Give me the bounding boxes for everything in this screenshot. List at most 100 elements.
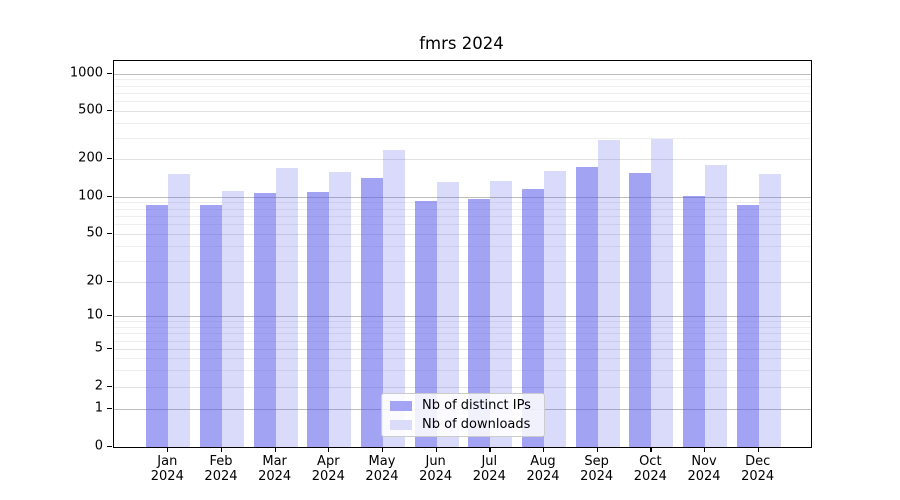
legend-item-distinct-ips: Nb of distinct IPs bbox=[390, 398, 536, 413]
y-tick-mark-5 bbox=[107, 348, 112, 350]
bar-distinct-ips-apr bbox=[307, 192, 330, 447]
gridline-80 bbox=[114, 208, 811, 210]
x-tick-label-jun: Jun 2024 bbox=[419, 454, 453, 485]
gridline-100 bbox=[114, 196, 811, 198]
bar-distinct-ips-jan bbox=[146, 204, 169, 447]
bar-distinct-ips-may bbox=[360, 178, 383, 447]
bar-downloads-jul bbox=[490, 180, 513, 447]
y-tick-label-10: 10 bbox=[86, 307, 103, 323]
x-tick-mark-dec bbox=[757, 447, 759, 452]
gridline-8 bbox=[114, 326, 811, 328]
legend-label-downloads: Nb of downloads bbox=[422, 417, 531, 432]
y-tick-mark-0 bbox=[107, 446, 112, 448]
x-tick-mark-mar bbox=[274, 447, 276, 452]
x-tick-label-apr: Apr 2024 bbox=[311, 454, 345, 485]
x-tick-mark-jul bbox=[489, 447, 491, 452]
x-tick-label-may: May 2024 bbox=[365, 454, 399, 485]
x-tick-label-dec: Dec 2024 bbox=[741, 454, 775, 485]
y-tick-label-5: 5 bbox=[94, 340, 103, 356]
gridline-300 bbox=[114, 137, 811, 139]
y-tick-label-2: 2 bbox=[94, 378, 103, 394]
gridline-600 bbox=[114, 101, 811, 103]
x-tick-mark-jun bbox=[435, 447, 437, 452]
bar-downloads-jan bbox=[168, 173, 191, 447]
gridline-2 bbox=[114, 386, 811, 388]
bar-distinct-ips-aug bbox=[521, 189, 544, 447]
bar-downloads-dec bbox=[758, 174, 781, 447]
y-tick-mark-10 bbox=[107, 315, 112, 317]
y-tick-mark-100 bbox=[107, 195, 112, 197]
bar-downloads-jun bbox=[436, 181, 459, 447]
bar-downloads-nov bbox=[705, 164, 727, 447]
x-tick-label-mar: Mar 2024 bbox=[258, 454, 292, 485]
x-tick-mark-oct bbox=[650, 447, 652, 452]
bar-distinct-ips-feb bbox=[199, 205, 222, 447]
gridline-7 bbox=[114, 333, 811, 335]
legend: Nb of distinct IPs Nb of downloads bbox=[381, 393, 545, 437]
gridline-200 bbox=[114, 159, 811, 161]
gridline-50 bbox=[114, 234, 811, 235]
bar-downloads-feb bbox=[221, 191, 244, 447]
bar-distinct-ips-jun bbox=[414, 200, 437, 447]
y-tick-label-1000: 1000 bbox=[69, 65, 103, 81]
gridline-700 bbox=[114, 92, 811, 94]
gridline-10 bbox=[114, 316, 811, 318]
gridline-20 bbox=[114, 282, 811, 283]
bar-downloads-sep bbox=[597, 139, 620, 447]
x-tick-label-sep: Sep 2024 bbox=[580, 454, 614, 485]
gridline-4 bbox=[114, 358, 811, 360]
x-tick-mark-may bbox=[381, 447, 384, 452]
y-tick-mark-500 bbox=[107, 110, 112, 112]
x-tick-label-jul: Jul 2024 bbox=[472, 454, 506, 485]
y-tick-label-20: 20 bbox=[86, 273, 103, 289]
bar-distinct-ips-sep bbox=[575, 166, 598, 447]
bar-distinct-ips-nov bbox=[683, 195, 705, 447]
bar-distinct-ips-oct bbox=[629, 173, 652, 447]
bar-downloads-aug bbox=[543, 171, 566, 447]
x-tick-label-aug: Aug 2024 bbox=[526, 454, 560, 485]
bar-downloads-oct bbox=[651, 138, 674, 447]
y-tick-label-0: 0 bbox=[94, 438, 103, 454]
y-tick-label-200: 200 bbox=[78, 150, 103, 166]
legend-swatch-downloads bbox=[390, 419, 412, 430]
legend-label-distinct-ips: Nb of distinct IPs bbox=[422, 398, 531, 413]
y-tick-mark-200 bbox=[107, 158, 112, 160]
gridline-40 bbox=[114, 245, 811, 247]
x-tick-mark-apr bbox=[328, 447, 330, 452]
gridline-30 bbox=[114, 260, 811, 262]
x-tick-mark-nov bbox=[704, 447, 706, 452]
legend-item-downloads: Nb of downloads bbox=[390, 417, 536, 432]
x-tick-mark-feb bbox=[220, 447, 223, 452]
bar-distinct-ips-dec bbox=[736, 204, 759, 447]
gridline-5 bbox=[114, 349, 811, 351]
gridline-800 bbox=[114, 85, 811, 87]
x-tick-mark-sep bbox=[596, 447, 598, 452]
y-tick-mark-1 bbox=[107, 407, 112, 409]
bar-downloads-may bbox=[382, 150, 405, 447]
gridline-900 bbox=[114, 79, 811, 81]
bar-downloads-apr bbox=[329, 172, 352, 447]
bar-distinct-ips-jul bbox=[468, 199, 491, 447]
legend-swatch-distinct-ips bbox=[390, 400, 412, 411]
bar-downloads-mar bbox=[275, 167, 298, 447]
y-tick-mark-2 bbox=[107, 385, 112, 387]
x-tick-label-oct: Oct 2024 bbox=[633, 454, 667, 485]
x-tick-label-feb: Feb 2024 bbox=[204, 454, 238, 485]
gridline-400 bbox=[114, 122, 811, 124]
x-tick-mark-aug bbox=[542, 447, 545, 452]
gridline-1000 bbox=[114, 73, 811, 75]
gridline-6 bbox=[114, 340, 811, 342]
chart-title: fmrs 2024 bbox=[419, 34, 504, 53]
gridline-90 bbox=[114, 202, 811, 204]
y-tick-mark-1000 bbox=[107, 72, 112, 74]
gridline-70 bbox=[114, 215, 811, 217]
y-tick-label-1: 1 bbox=[94, 400, 103, 416]
x-tick-mark-jan bbox=[167, 447, 169, 452]
gridline-9 bbox=[114, 321, 811, 323]
x-tick-label-jan: Jan 2024 bbox=[150, 454, 184, 485]
x-tick-label-nov: Nov 2024 bbox=[687, 454, 721, 485]
y-tick-label-100: 100 bbox=[78, 188, 103, 204]
y-tick-mark-50 bbox=[107, 233, 112, 235]
gridline-500 bbox=[114, 111, 811, 112]
